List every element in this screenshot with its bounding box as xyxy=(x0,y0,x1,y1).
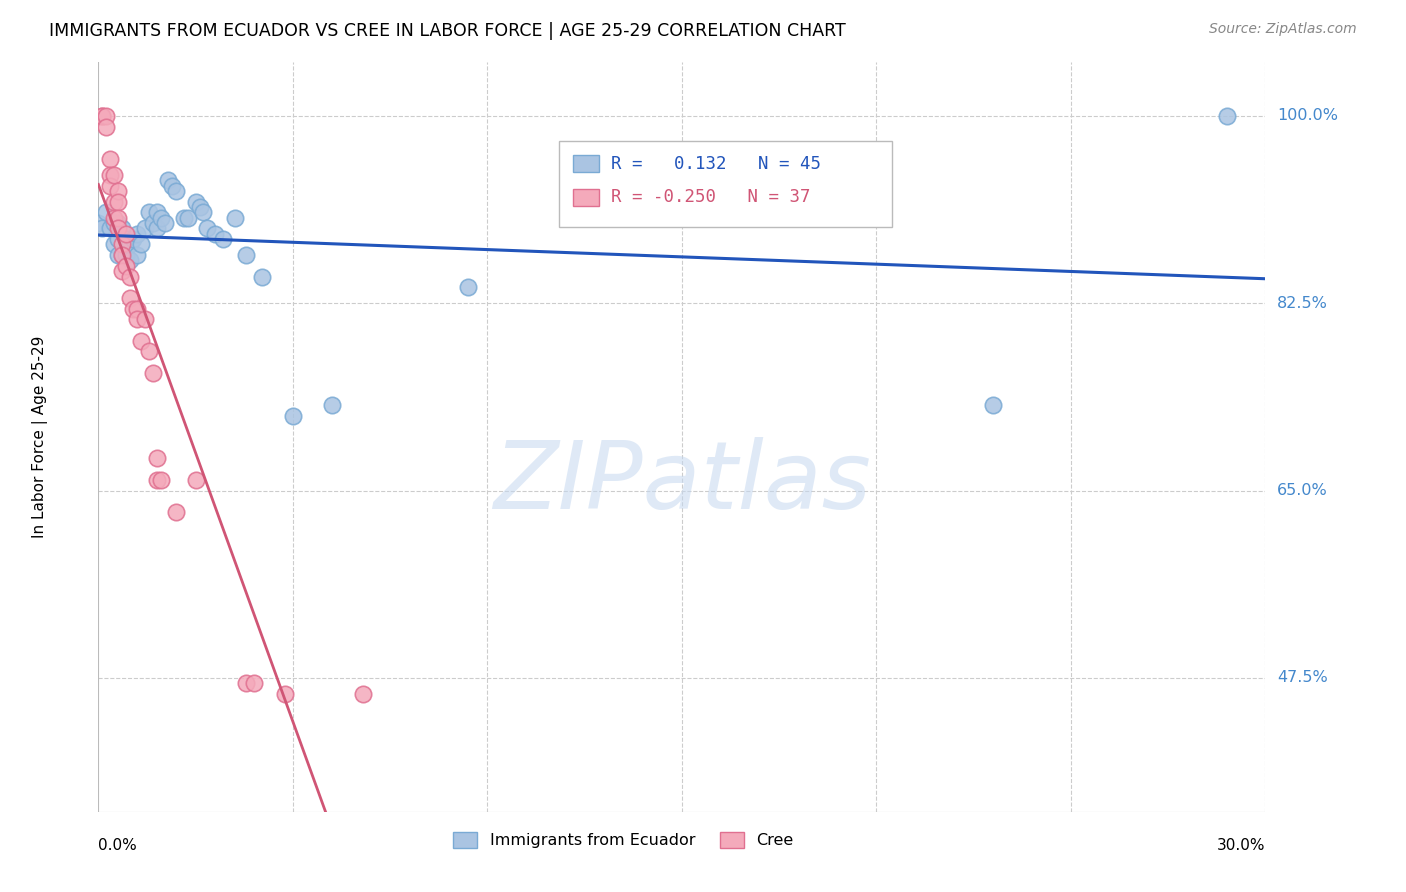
Point xyxy=(250,269,273,284)
Point xyxy=(118,291,141,305)
Point xyxy=(195,221,218,235)
Point xyxy=(165,184,187,198)
Point xyxy=(157,173,180,187)
Text: 100.0%: 100.0% xyxy=(1277,109,1339,123)
Point xyxy=(352,687,374,701)
Point xyxy=(235,248,257,262)
Point xyxy=(184,473,207,487)
Point xyxy=(274,687,297,701)
Point xyxy=(243,676,266,690)
Text: 82.5%: 82.5% xyxy=(1277,296,1327,310)
Point xyxy=(162,178,184,193)
Point xyxy=(91,221,114,235)
Text: In Labor Force | Age 25-29: In Labor Force | Age 25-29 xyxy=(32,336,48,538)
Point xyxy=(146,221,169,235)
Point xyxy=(111,237,134,252)
Point xyxy=(122,232,145,246)
Point xyxy=(103,237,125,252)
Text: Source: ZipAtlas.com: Source: ZipAtlas.com xyxy=(1209,22,1357,37)
Point xyxy=(114,259,136,273)
Point xyxy=(122,301,145,316)
Point xyxy=(98,178,121,193)
FancyBboxPatch shape xyxy=(560,141,891,227)
Point xyxy=(138,344,160,359)
Point xyxy=(146,451,169,466)
Point xyxy=(98,152,121,166)
Point xyxy=(107,184,129,198)
Point xyxy=(212,232,235,246)
Point xyxy=(103,216,125,230)
Point xyxy=(107,194,129,209)
Point xyxy=(134,312,156,326)
Bar xyxy=(574,189,599,205)
Point xyxy=(98,221,121,235)
Point xyxy=(281,409,304,423)
Text: IMMIGRANTS FROM ECUADOR VS CREE IN LABOR FORCE | AGE 25-29 CORRELATION CHART: IMMIGRANTS FROM ECUADOR VS CREE IN LABOR… xyxy=(49,22,846,40)
Point xyxy=(114,248,136,262)
Text: R = -0.250   N = 37: R = -0.250 N = 37 xyxy=(610,188,810,206)
Point xyxy=(107,232,129,246)
Point xyxy=(96,120,118,134)
Text: 30.0%: 30.0% xyxy=(1218,838,1265,854)
Point xyxy=(188,200,211,214)
Point xyxy=(96,205,118,219)
Point xyxy=(111,264,134,278)
Point xyxy=(107,216,129,230)
Point xyxy=(1215,109,1237,123)
Point xyxy=(118,237,141,252)
Point xyxy=(129,237,152,252)
Point xyxy=(142,366,165,380)
Point xyxy=(98,168,121,182)
Point xyxy=(111,248,134,262)
Point xyxy=(173,211,195,225)
Text: ZIPatlas: ZIPatlas xyxy=(494,436,870,527)
Point xyxy=(146,205,169,219)
Point xyxy=(107,248,129,262)
Point xyxy=(96,109,118,123)
Point xyxy=(118,269,141,284)
Point xyxy=(193,205,215,219)
Point xyxy=(224,211,246,225)
Point xyxy=(118,253,141,268)
Legend: Immigrants from Ecuador, Cree: Immigrants from Ecuador, Cree xyxy=(446,823,801,856)
Point xyxy=(457,280,479,294)
Point xyxy=(149,211,172,225)
Point xyxy=(153,216,176,230)
Point xyxy=(127,312,149,326)
Point xyxy=(114,227,136,241)
Text: R =   0.132   N = 45: R = 0.132 N = 45 xyxy=(610,154,821,172)
Point xyxy=(107,211,129,225)
Point xyxy=(134,221,156,235)
Point xyxy=(87,216,110,230)
Point xyxy=(321,398,343,412)
Point xyxy=(981,398,1004,412)
Point xyxy=(103,194,125,209)
Point xyxy=(204,227,226,241)
Point xyxy=(184,194,207,209)
Point xyxy=(91,109,114,123)
Point xyxy=(91,109,114,123)
Point xyxy=(138,205,160,219)
Text: 65.0%: 65.0% xyxy=(1277,483,1327,498)
Point xyxy=(127,248,149,262)
Text: 47.5%: 47.5% xyxy=(1277,671,1327,685)
Point xyxy=(235,676,257,690)
Point xyxy=(177,211,200,225)
Point xyxy=(127,227,149,241)
Point xyxy=(129,334,152,348)
Point xyxy=(103,211,125,225)
Point xyxy=(114,232,136,246)
Point xyxy=(111,221,134,235)
Point xyxy=(103,168,125,182)
Point xyxy=(142,216,165,230)
Point xyxy=(146,473,169,487)
Point xyxy=(127,301,149,316)
Text: 0.0%: 0.0% xyxy=(98,838,138,854)
Point xyxy=(107,221,129,235)
Bar xyxy=(574,155,599,172)
Point xyxy=(165,505,187,519)
Point xyxy=(149,473,172,487)
Point xyxy=(111,248,134,262)
